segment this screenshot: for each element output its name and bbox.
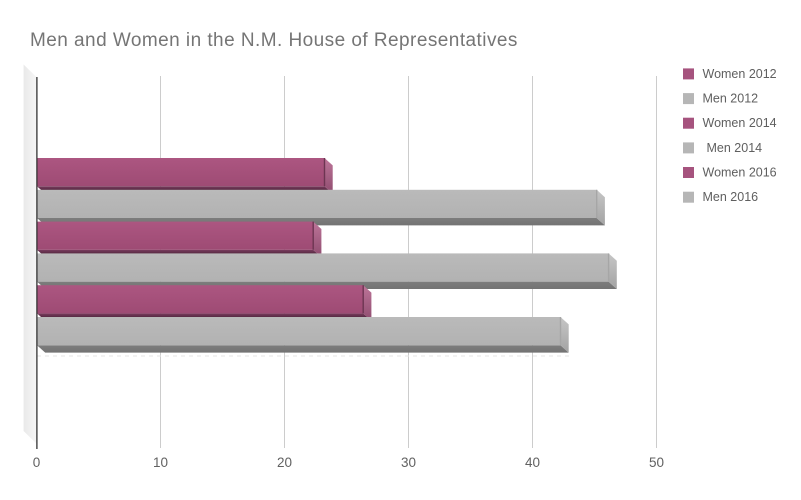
svg-text:20: 20 <box>277 455 292 470</box>
svg-text:Women 2014: Women 2014 <box>703 116 777 130</box>
svg-text:10: 10 <box>153 455 168 470</box>
svg-text:50: 50 <box>649 455 664 470</box>
svg-text:Men 2016: Men 2016 <box>703 190 759 204</box>
svg-text:Men 2012: Men 2012 <box>703 92 759 106</box>
svg-text:Women 2016: Women 2016 <box>703 166 777 180</box>
svg-text:0: 0 <box>33 455 41 470</box>
svg-text:Men and Women in the N.M. Hous: Men and Women in the N.M. House of Repre… <box>30 30 518 51</box>
svg-text:Women 2012: Women 2012 <box>703 67 777 81</box>
svg-text:Men 2014: Men 2014 <box>707 141 763 155</box>
svg-text:40: 40 <box>525 455 540 470</box>
svg-text:30: 30 <box>401 455 416 470</box>
